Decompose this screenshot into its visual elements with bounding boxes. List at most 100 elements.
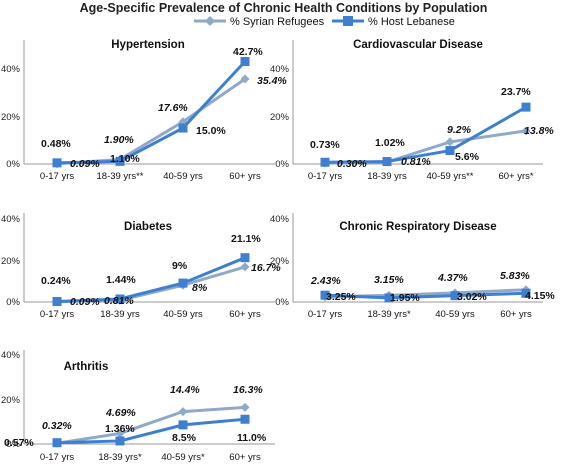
data-label-syrian: 9.2% xyxy=(447,124,472,136)
x-tick-label: 18-39 yrs** xyxy=(97,171,144,182)
panel-title: Chronic Respiratory Disease xyxy=(339,221,496,233)
data-label-lebanese: 4.15% xyxy=(525,290,555,302)
x-tick-label: 40-59 yrs** xyxy=(427,171,474,182)
data-point-syrian xyxy=(240,402,250,412)
data-label-lebanese: 15.0% xyxy=(196,125,226,137)
data-label-lebanese: 9% xyxy=(172,260,188,272)
x-tick-label: 60+ yrs xyxy=(229,171,261,182)
data-point-lebanese xyxy=(320,157,330,167)
x-tick-label: 40-59 yrs* xyxy=(161,452,205,463)
x-tick-label: 40-59 yrs xyxy=(163,171,203,182)
series-line-lebanese xyxy=(324,105,527,164)
data-label-lebanese: 0.73% xyxy=(310,139,340,151)
data-label-syrian: 1.90% xyxy=(104,134,134,146)
y-tick-label: 40% xyxy=(270,214,290,225)
data-label-syrian: 17.6% xyxy=(158,102,188,114)
data-label-syrian: 0.32% xyxy=(42,420,72,432)
x-tick-label: 18-39 yrs* xyxy=(367,309,411,320)
panel-title: Arthritis xyxy=(64,361,109,373)
data-point-lebanese xyxy=(450,291,460,301)
panel-title: Cardiovascular Disease xyxy=(353,39,483,51)
data-point-lebanese xyxy=(240,57,250,67)
data-label-lebanese: 3.25% xyxy=(326,291,356,303)
data-point-syrian xyxy=(445,137,455,147)
y-tick-label: 0% xyxy=(6,297,20,308)
data-label-lebanese: 42.7% xyxy=(233,46,263,58)
y-tick-label: 40% xyxy=(1,64,21,75)
panel-arthritis: Arthritis 0% 20% 40% 0-17 yrs 18-39 yrs*… xyxy=(1,350,275,463)
series-line-syrian xyxy=(56,405,246,445)
x-tick-label: 60+ yrs* xyxy=(498,171,533,182)
series-line-lebanese xyxy=(56,60,247,165)
data-point-lebanese xyxy=(382,157,392,167)
y-tick-label: 20% xyxy=(1,256,21,267)
series-line-lebanese xyxy=(324,291,527,300)
x-tick-label: 60+ yrs xyxy=(500,309,532,320)
data-label-syrian: 14.4% xyxy=(170,384,200,396)
data-label-lebanese: 0.24% xyxy=(41,275,71,287)
data-point-lebanese xyxy=(115,156,125,166)
data-point-lebanese xyxy=(521,288,531,298)
y-tick-label: 20% xyxy=(1,395,21,406)
data-label-syrian: 16.3% xyxy=(233,384,263,396)
data-label-syrian: 0.81% xyxy=(104,295,134,307)
series-line-lebanese xyxy=(56,417,246,445)
data-point-lebanese xyxy=(178,278,188,288)
series-marks xyxy=(320,285,531,303)
data-point-lebanese xyxy=(240,414,250,424)
data-point-lebanese xyxy=(240,253,250,263)
data-label-lebanese: 1.95% xyxy=(390,292,420,304)
data-label-syrian: 35.4% xyxy=(257,75,287,87)
legend-marker-syrian xyxy=(205,16,215,26)
legend-item-lebanese: % Host Lebanese xyxy=(332,16,455,28)
data-point-syrian xyxy=(240,74,250,84)
panel-title: Hypertension xyxy=(111,39,185,51)
x-tick-label: 60+ yrs xyxy=(229,452,261,463)
data-label-syrian: 2.43% xyxy=(310,275,341,287)
data-label-lebanese: 5.6% xyxy=(455,151,480,163)
x-tick-label: 0-17 yrs xyxy=(308,309,343,320)
data-label-syrian: 13.8% xyxy=(524,125,554,137)
data-point-syrian xyxy=(521,126,531,136)
data-label-syrian: 16.7% xyxy=(251,262,281,274)
panel-cardiovascular-disease: Cardiovascular Disease 0% 20% 40% 0-17 y… xyxy=(270,39,554,182)
data-point-lebanese xyxy=(445,146,455,156)
panel-hypertension: Hypertension 0% 20% 40% 0-17 yrs 18-39 y… xyxy=(1,39,287,182)
x-tick-label: 18-39 yrs xyxy=(100,309,140,320)
data-point-lebanese xyxy=(115,436,125,446)
legend-item-syrian: % Syrian Refugees xyxy=(194,16,325,28)
data-label-lebanese: 8.5% xyxy=(172,432,197,444)
data-label-syrian: 4.69% xyxy=(105,407,136,419)
series-marks xyxy=(52,57,250,169)
x-tick-label: 40-59 yrs xyxy=(163,309,203,320)
data-label-lebanese: 11.0% xyxy=(237,432,267,444)
data-label-lebanese: 0.57% xyxy=(4,437,34,449)
y-tick-label: 0% xyxy=(275,297,289,308)
series-marks xyxy=(52,402,250,448)
data-label-lebanese: 1.02% xyxy=(375,137,405,149)
y-tick-label: 0% xyxy=(6,159,20,170)
main-title: Age-Specific Prevalence of Chronic Healt… xyxy=(80,1,488,15)
panel-diabetes: Diabetes 0% 20% 40% 0-17 yrs 18-39 yrs 4… xyxy=(1,213,281,320)
legend-label-syrian: % Syrian Refugees xyxy=(230,16,325,28)
data-point-syrian xyxy=(178,407,188,417)
series-line-lebanese xyxy=(56,256,246,303)
data-point-lebanese xyxy=(521,102,531,112)
legend-label-lebanese: % Host Lebanese xyxy=(368,16,455,28)
data-label-lebanese: 23.7% xyxy=(501,86,531,98)
data-label-syrian: 0.09% xyxy=(70,296,100,308)
data-point-lebanese xyxy=(52,296,62,306)
data-label-syrian: 0.30% xyxy=(337,158,367,170)
data-point-lebanese xyxy=(320,290,330,300)
data-label-lebanese: 1.44% xyxy=(106,274,136,286)
data-label-lebanese: 1.10% xyxy=(110,153,140,165)
x-tick-label: 0-17 yrs xyxy=(40,171,75,182)
data-point-syrian xyxy=(240,262,250,272)
legend: % Syrian Refugees % Host Lebanese xyxy=(194,16,455,28)
data-point-lebanese xyxy=(52,158,62,168)
data-label-lebanese: 21.1% xyxy=(231,233,261,245)
data-point-lebanese xyxy=(52,438,62,448)
data-label-syrian: 8% xyxy=(192,282,208,294)
y-tick-label: 20% xyxy=(1,112,21,123)
